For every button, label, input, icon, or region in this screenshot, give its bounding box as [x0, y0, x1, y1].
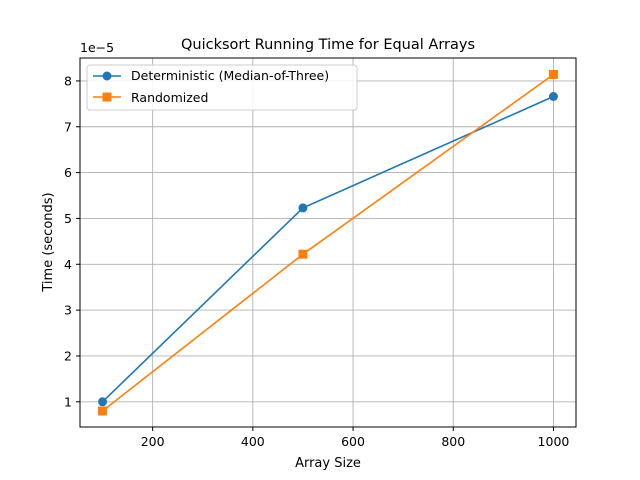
x-tick-label: 800: [441, 434, 465, 449]
y-offset-text: 1e−5: [80, 40, 114, 55]
y-tick-label: 5: [64, 211, 72, 226]
x-axis: 200 400 600 800 1000: [141, 427, 570, 449]
y-tick-label: 4: [64, 257, 72, 272]
x-axis-label: Array Size: [295, 456, 361, 471]
x-tick-label: 200: [141, 434, 165, 449]
x-tick-label: 600: [341, 434, 365, 449]
grid-lines: [80, 58, 576, 427]
y-tick-label: 2: [64, 348, 72, 363]
y-tick-label: 1: [64, 394, 72, 409]
y-tick-label: 7: [64, 119, 72, 134]
y-tick-label: 8: [64, 73, 72, 88]
series-randomized: [98, 70, 558, 416]
series-deterministic-median-of-three: [98, 92, 558, 407]
data-point: [298, 249, 308, 259]
legend-marker-deterministic: [102, 71, 112, 81]
series-line: [102, 73, 554, 412]
data-point: [98, 406, 108, 416]
data-point: [548, 70, 558, 80]
y-tick-label: 3: [64, 303, 72, 318]
y-tick-label: 6: [64, 165, 72, 180]
chart-title: Quicksort Running Time for Equal Arrays: [181, 37, 475, 53]
data-point: [548, 92, 558, 102]
y-axis: 1 2 3 4 5 6 7 8: [64, 73, 80, 409]
x-tick-label: 400: [241, 434, 265, 449]
legend-label-randomized: Randomized: [131, 90, 208, 105]
series-layer: [98, 70, 558, 416]
y-axis-label: Time (seconds): [41, 192, 56, 292]
legend-label-deterministic: Deterministic (Median-of-Three): [131, 68, 329, 83]
data-point: [298, 203, 308, 213]
legend: Deterministic (Median-of-Three) Randomiz…: [86, 64, 358, 111]
legend-marker-randomized: [102, 92, 112, 102]
legend-box: [86, 64, 358, 111]
plot-frame: [79, 57, 577, 428]
data-point: [98, 397, 108, 407]
x-tick-label: 1000: [538, 434, 570, 449]
